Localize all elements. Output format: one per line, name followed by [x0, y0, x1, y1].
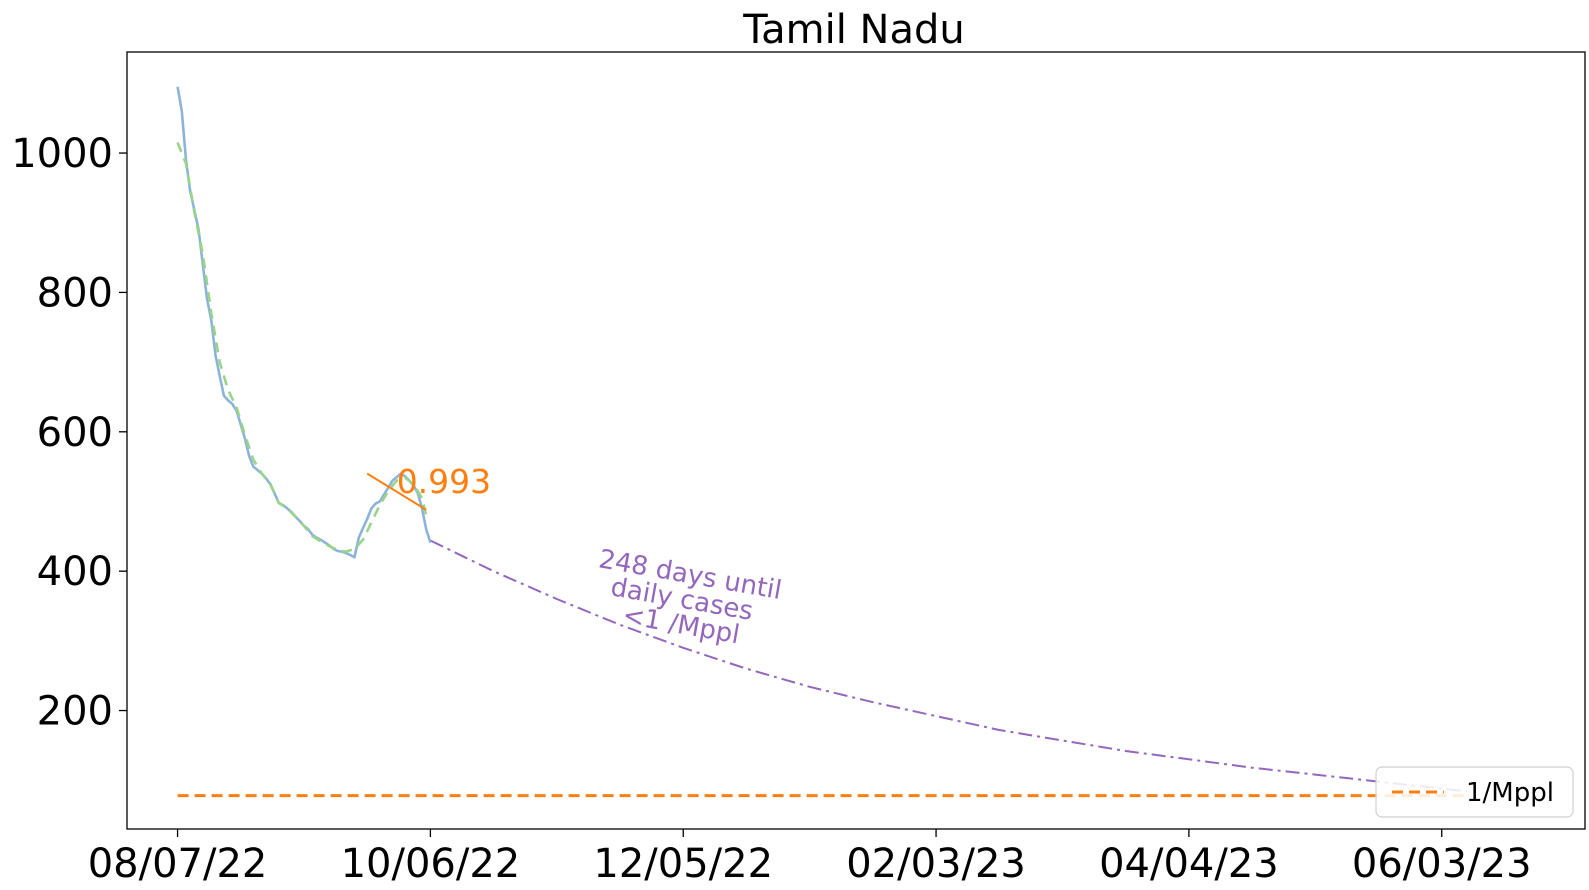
y-tick-label-2: 600: [37, 410, 113, 456]
x-tick-label-0: 08/07/22: [88, 841, 268, 887]
legend-label-1-mppl: 1/Mppl: [1466, 778, 1554, 808]
series-trend-line: [366, 472, 427, 511]
x-tick-label-2: 12/05/22: [593, 841, 773, 887]
y-tick-label-0: 200: [37, 689, 113, 735]
series-smoothed-line: [176, 142, 428, 553]
plot-lines: [176, 86, 1468, 798]
x-tick-label-1: 10/06/22: [341, 841, 521, 887]
chart-title: Tamil Nadu: [742, 7, 964, 53]
x-tick-label-5: 06/03/23: [1352, 841, 1532, 887]
y-tick-label-1: 400: [37, 549, 113, 595]
x-tick-label-3: 02/03/23: [846, 841, 1026, 887]
x-axis: 08/07/22 10/06/22 12/05/22 02/03/23 04/04/23…: [88, 829, 1532, 887]
y-axis: 200 400 600 800 1000: [11, 131, 127, 735]
x-tick-label-4: 04/04/23: [1099, 841, 1279, 887]
y-tick-label-3: 800: [37, 270, 113, 316]
trend-annotation: 0.993: [397, 462, 491, 501]
legend-box: [1375, 766, 1574, 818]
plot-frame: [126, 51, 1586, 830]
series-projection-line: [429, 539, 1468, 793]
legend: 1/Mppl: [1375, 766, 1574, 818]
y-tick-label-4: 1000: [11, 131, 113, 177]
